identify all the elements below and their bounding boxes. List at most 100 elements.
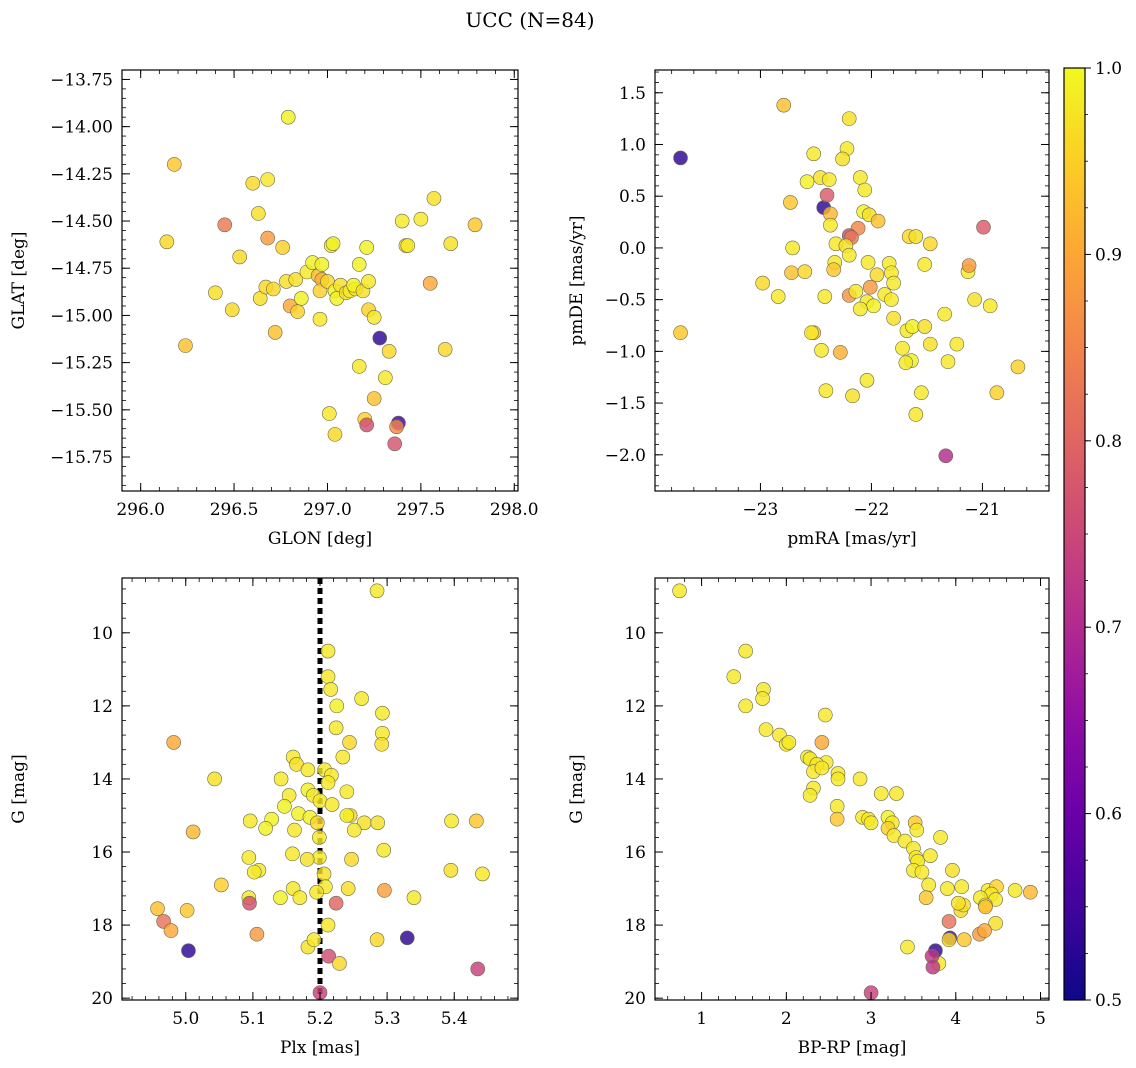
colorbar-tick-label: 0.5: [1095, 991, 1122, 1011]
scatter-point: [770, 289, 786, 304]
scatter-point: [982, 298, 998, 314]
scatter-point: [1010, 359, 1026, 375]
scatter-point: [860, 255, 876, 270]
scatter-point: [320, 775, 336, 790]
y-tick-label: −14.00: [50, 118, 113, 138]
y-tick-label: 1.5: [619, 84, 646, 104]
scatter-point: [819, 187, 835, 203]
y-tick-label: 14: [624, 770, 646, 790]
scatter-point: [814, 735, 830, 750]
scatter-point: [150, 901, 165, 916]
scatter-point: [159, 234, 175, 250]
scatter-point: [285, 846, 300, 862]
scatter-point: [776, 97, 792, 113]
y-tick-label: 0.0: [619, 239, 646, 259]
scatter-point: [941, 932, 957, 948]
y-tick-label: 16: [91, 843, 113, 863]
scatter-point: [823, 217, 838, 233]
scatter-point: [940, 354, 956, 370]
scatter-point: [294, 291, 309, 306]
y-axis-label: GLAT [deg]: [9, 231, 29, 329]
y-tick-label: 10: [91, 624, 113, 644]
scatter-point: [339, 784, 355, 800]
y-tick-label: −0.5: [605, 291, 646, 311]
scatter-point: [369, 583, 385, 599]
scatter-point: [381, 343, 397, 359]
scatter-point: [273, 771, 289, 787]
y-tick-label: −15.75: [50, 448, 113, 468]
scatter-point: [797, 264, 813, 280]
scatter-point: [940, 881, 955, 896]
scatter-point: [937, 306, 952, 322]
scatter-point: [351, 257, 367, 272]
scatter-point: [324, 797, 340, 812]
scatter-point: [941, 914, 957, 929]
y-tick-label: −14.50: [50, 212, 113, 232]
plot-frame: [654, 577, 1050, 1001]
scatter-point: [260, 230, 275, 246]
scatter-point: [378, 370, 393, 386]
scatter-point: [377, 883, 392, 898]
scatter-point: [344, 852, 359, 867]
scatter-point: [320, 669, 336, 684]
scatter-point: [329, 698, 345, 714]
scatter-point: [956, 932, 972, 948]
scatter-point: [178, 338, 193, 353]
scatter-point: [738, 698, 753, 714]
scatter-point: [437, 342, 453, 357]
y-tick-label: −2.0: [605, 446, 646, 466]
scatter-point: [163, 923, 179, 938]
scatter-point: [909, 822, 925, 838]
scatter-point: [339, 808, 355, 823]
scatter-point: [242, 813, 258, 829]
scatter-point: [914, 864, 930, 880]
scatter-point: [829, 799, 845, 814]
scatter-point: [394, 213, 410, 229]
scatter-point: [359, 417, 374, 433]
panel-2: −23 −22 −21 1.5 1.0 0.5 0.0 −0.5 −1.0 −1.5 −2.0 pmR…: [567, 69, 1050, 549]
scatter-point: [309, 884, 324, 900]
scatter-point: [470, 961, 486, 977]
scatter-point: [340, 881, 356, 896]
scatter-point: [672, 583, 687, 599]
scatter-point: [214, 877, 229, 893]
y-tick-label: 10: [624, 624, 646, 644]
scatter-point: [945, 862, 960, 878]
scatter-point: [783, 195, 798, 210]
y-tick-label: −14.75: [50, 259, 113, 279]
scatter-point: [232, 249, 247, 265]
scatter-point: [375, 705, 390, 721]
scatter-point: [406, 890, 422, 905]
scatter-point: [166, 735, 181, 750]
scatter-point: [323, 682, 339, 697]
scatter-point: [181, 943, 196, 958]
scatter-point: [327, 427, 343, 442]
colorbar-gradient: [1063, 67, 1086, 1001]
scatter-point: [829, 811, 845, 827]
scatter-point: [342, 735, 357, 750]
scatter-point: [266, 281, 281, 297]
scatter-point: [277, 799, 292, 814]
plot-frame: [654, 69, 1050, 492]
scatter-point: [241, 850, 257, 865]
scatter-point: [287, 822, 302, 838]
scatter-point: [246, 864, 262, 880]
x-tick-label: 298.0: [490, 500, 539, 520]
scatter-point: [361, 274, 376, 289]
x-axis-label: GLON [deg]: [268, 529, 372, 549]
scatter-point: [217, 217, 233, 233]
x-tick-label: −22: [853, 500, 889, 520]
scatter-point: [314, 257, 330, 272]
scatter-point: [376, 842, 392, 858]
scatter-point: [817, 289, 833, 304]
y-axis-label: G [mag]: [9, 754, 29, 823]
scatter-point: [886, 310, 901, 326]
x-tick-label: −23: [742, 500, 778, 520]
x-tick-label: 296.5: [210, 500, 259, 520]
scatter-point: [814, 343, 829, 358]
scatter-point: [905, 319, 920, 334]
scatter-point: [374, 736, 390, 752]
scatter-point: [785, 240, 800, 256]
scatter-point: [387, 436, 403, 452]
